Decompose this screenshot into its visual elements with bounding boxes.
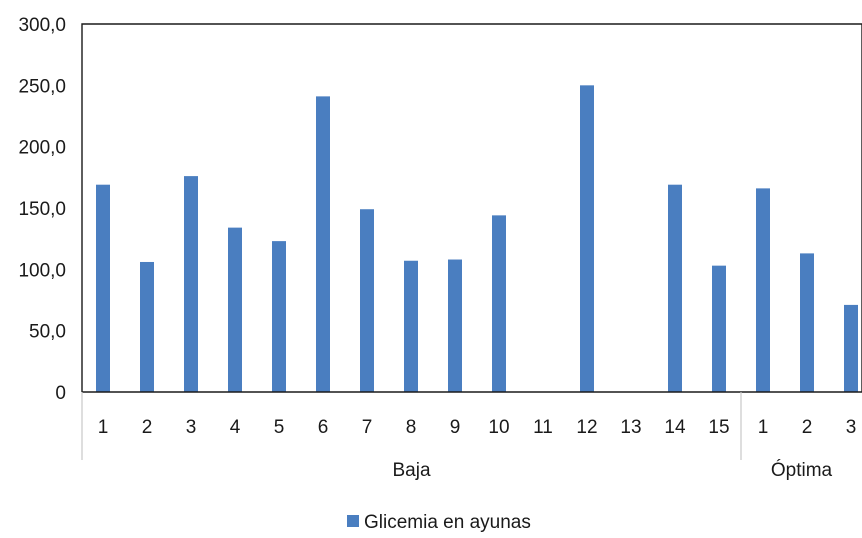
y-tick-label: 100,0 bbox=[18, 260, 66, 281]
group-label: Óptima bbox=[771, 459, 833, 481]
bar-17 bbox=[800, 253, 814, 392]
plot-frame bbox=[81, 23, 862, 392]
y-tick-label: 300,0 bbox=[18, 15, 66, 36]
bars-layer bbox=[96, 85, 858, 392]
x-tick-label: 10 bbox=[488, 417, 509, 438]
x-tick-label: 7 bbox=[362, 417, 373, 438]
x-tick-label: 6 bbox=[318, 417, 329, 438]
bar-15 bbox=[712, 265, 726, 392]
bar-16 bbox=[756, 188, 770, 392]
x-tick-label: 3 bbox=[186, 417, 197, 438]
y-tick-label: 0 bbox=[55, 383, 66, 404]
bar-3 bbox=[184, 176, 198, 392]
plot-border bbox=[81, 23, 862, 392]
x-tick-label: 13 bbox=[620, 417, 641, 438]
x-tick-label: 14 bbox=[664, 417, 686, 438]
bar-9 bbox=[448, 259, 462, 392]
x-tick-label: 11 bbox=[533, 417, 553, 438]
x-tick-label: 4 bbox=[230, 417, 241, 438]
bar-18 bbox=[844, 304, 858, 392]
bar-7 bbox=[360, 209, 374, 392]
group-label: Baja bbox=[392, 460, 430, 481]
x-tick-label: 1 bbox=[758, 417, 769, 438]
x-tick-label: 3 bbox=[846, 417, 857, 438]
x-tick-label: 2 bbox=[142, 417, 153, 438]
x-tick-label: 5 bbox=[274, 417, 285, 438]
bar-1 bbox=[96, 184, 110, 392]
bar-6 bbox=[316, 96, 330, 392]
y-tick-label: 150,0 bbox=[18, 199, 66, 220]
bar-14 bbox=[668, 184, 682, 392]
bar-4 bbox=[228, 227, 242, 392]
x-tick-label: 15 bbox=[708, 417, 729, 438]
bar-5 bbox=[272, 241, 286, 392]
x-tick-label: 12 bbox=[576, 417, 597, 438]
bar-12 bbox=[580, 85, 594, 392]
legend: Glicemia en ayunas bbox=[347, 512, 531, 533]
x-tick-label: 9 bbox=[450, 417, 461, 438]
y-axis: 0 50,0 100,0 150,0 200,0 250,0 300,0 bbox=[18, 15, 66, 404]
bar-8 bbox=[404, 260, 418, 392]
legend-label: Glicemia en ayunas bbox=[364, 512, 531, 533]
y-tick-label: 50,0 bbox=[29, 322, 66, 343]
x-tick-label: 8 bbox=[406, 417, 417, 438]
y-tick-label: 200,0 bbox=[18, 138, 66, 159]
x-tick-label: 1 bbox=[98, 417, 109, 438]
bar-10 bbox=[492, 215, 506, 392]
legend-swatch bbox=[347, 515, 359, 527]
x-tick-label: 2 bbox=[802, 417, 813, 438]
y-tick-label: 250,0 bbox=[18, 76, 66, 97]
bar-2 bbox=[140, 261, 154, 392]
